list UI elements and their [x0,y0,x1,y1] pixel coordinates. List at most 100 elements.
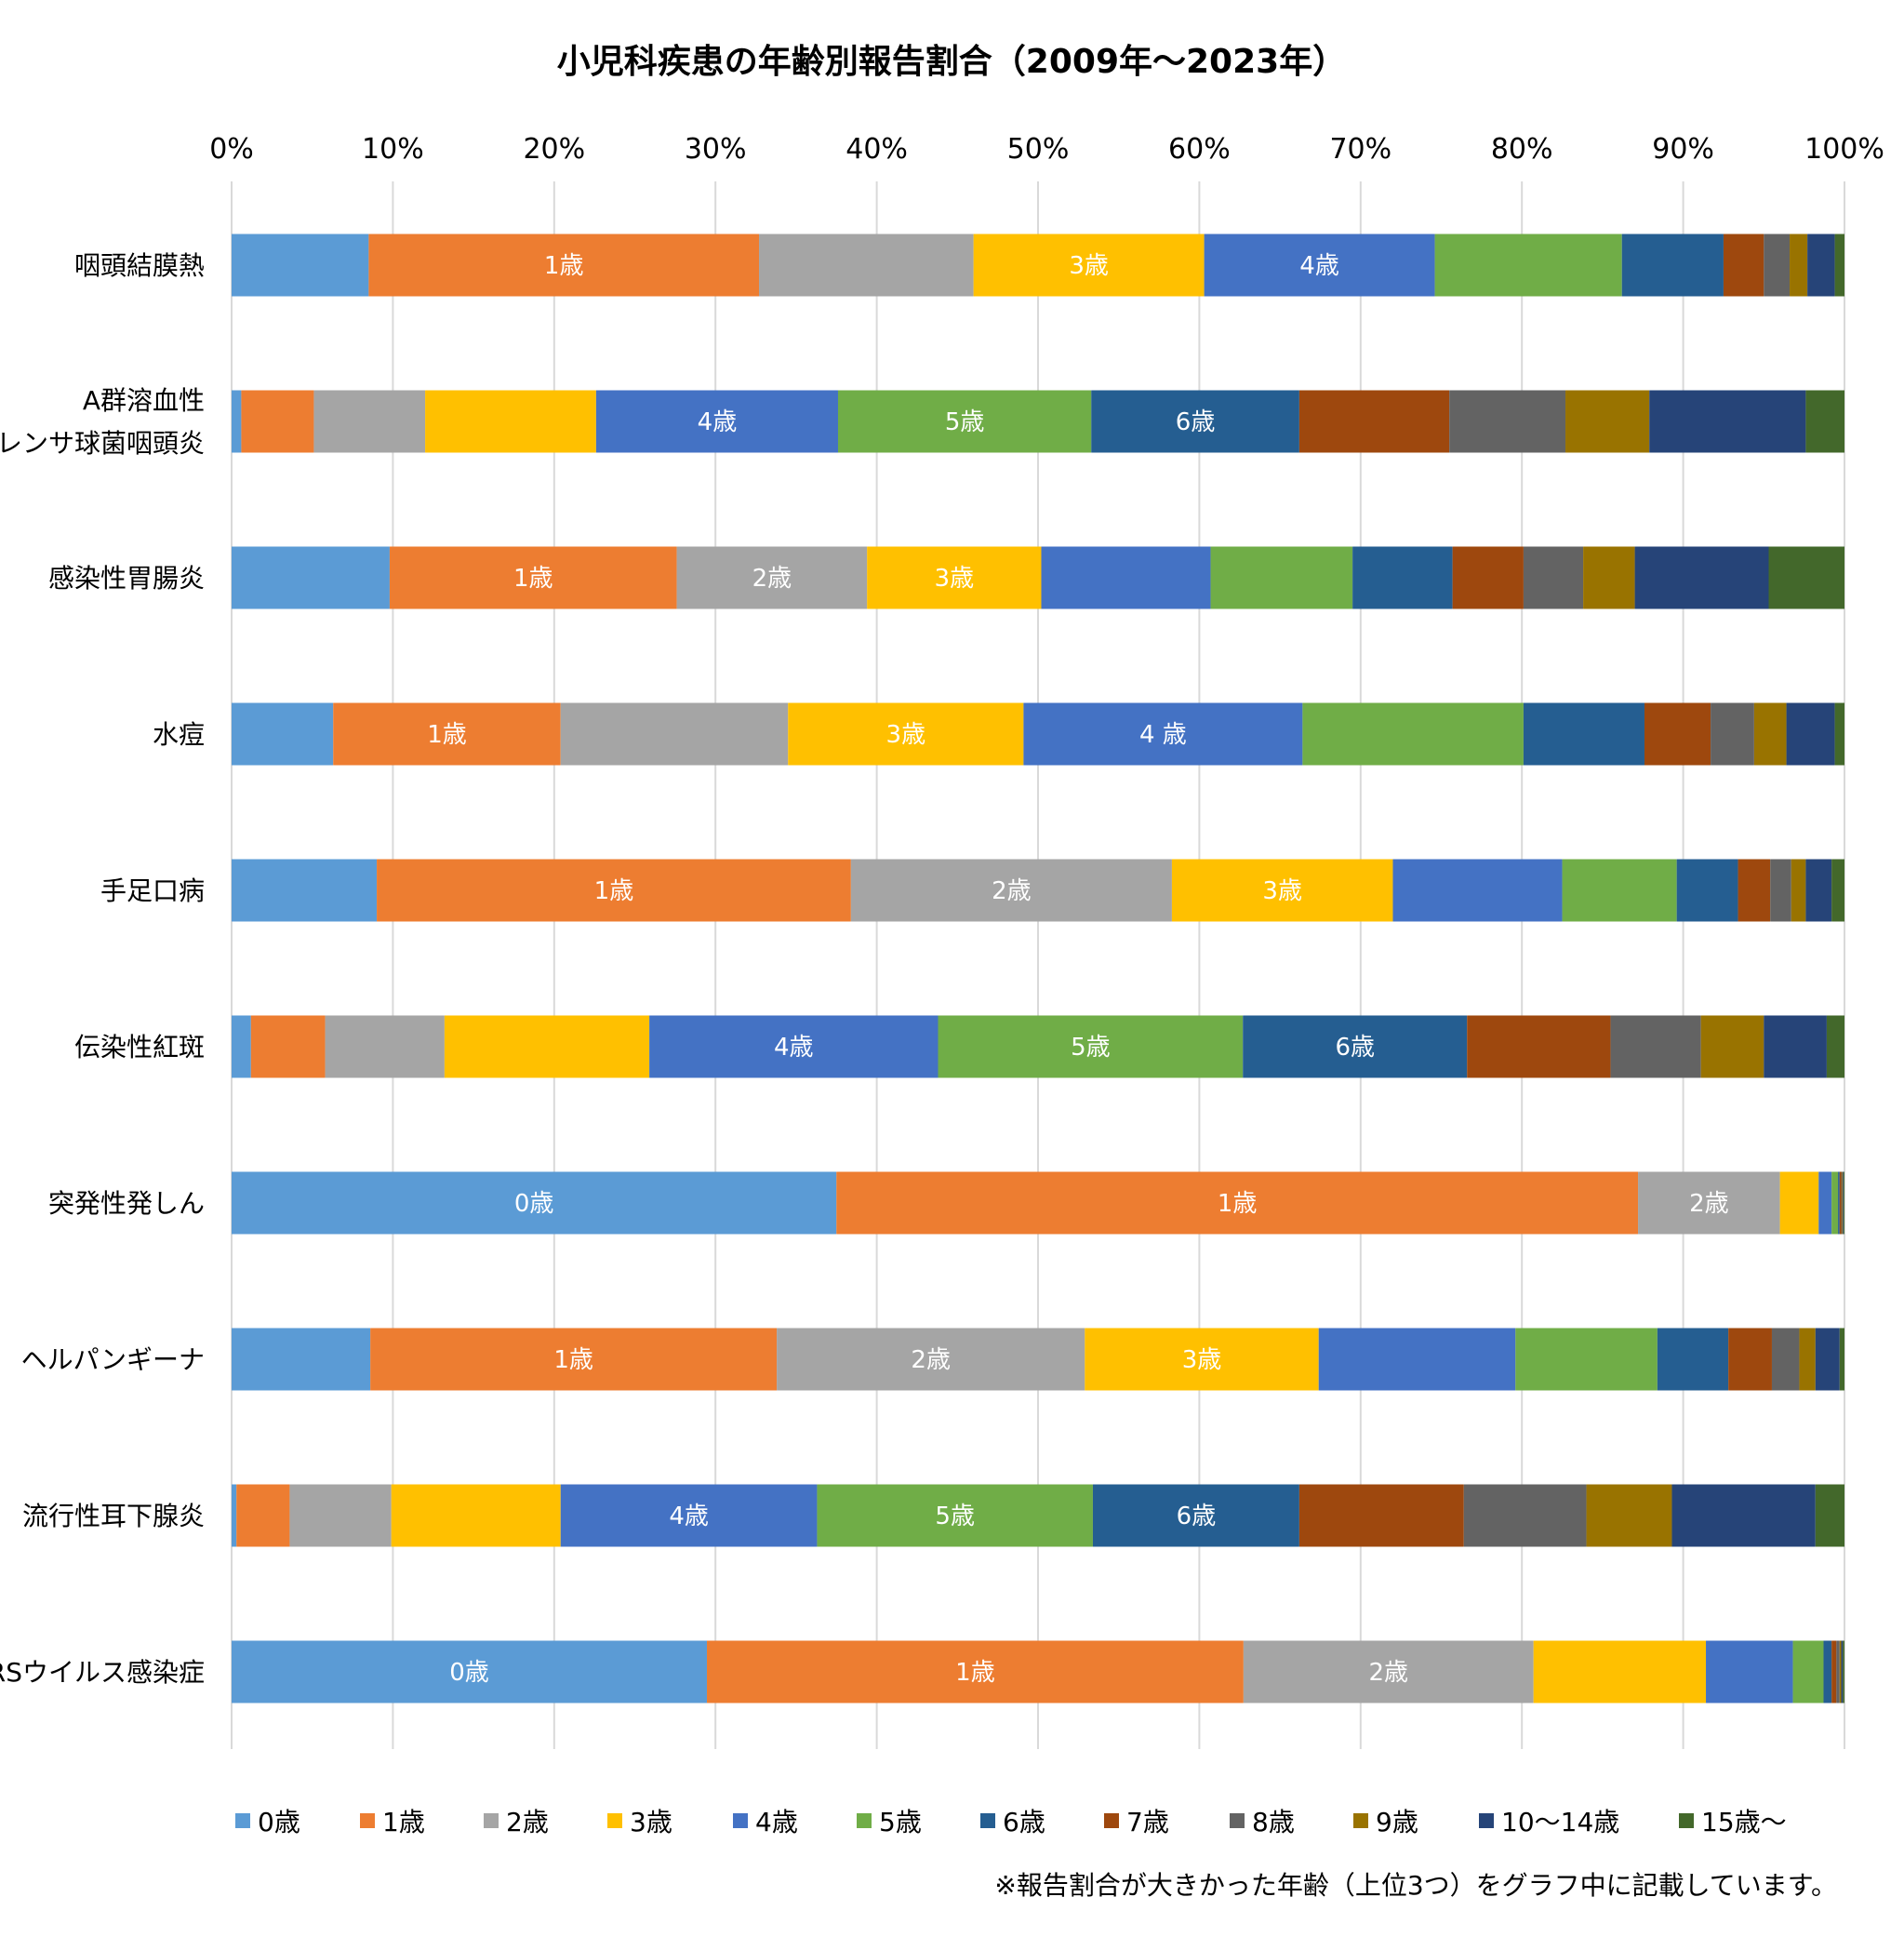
category-label: 手足口病 [100,875,205,906]
legend-label: 0歳 [258,1807,300,1837]
chart-title: 小児科疾患の年齢別報告割合（2009年～2023年） [557,43,1346,81]
legend-item: 3歳 [607,1807,672,1837]
legend-swatch [857,1813,872,1828]
segment-label: 5歳 [945,408,985,436]
bar-segment [1792,1640,1824,1703]
bar-segment [232,546,390,609]
legend-item: 1歳 [360,1807,425,1837]
segment-label: 5歳 [1071,1034,1111,1062]
bar-segment [1791,859,1806,922]
x-tick-label: 90% [1652,133,1714,166]
bar-segment [1092,1484,1299,1547]
segment-label: 4歳 [669,1503,709,1530]
bar-segment [1243,1015,1468,1078]
bar-segment [1841,1171,1843,1235]
legend-swatch [1353,1813,1368,1828]
chart-note: ※報告割合が大きかった年齢（上位3つ）をグラフ中に記載しています。 [994,1870,1837,1901]
bar-segment [817,1484,1093,1547]
bar-segment [777,1328,1085,1391]
legend-item: 0歳 [235,1807,300,1837]
legend-label: 10～14歳 [1501,1807,1619,1837]
legend-item: 2歳 [484,1807,549,1837]
bar-segment [1738,859,1771,922]
segment-label: 1歳 [553,1346,593,1374]
bar-segment [1091,390,1299,453]
segment-label: 3歳 [935,565,975,593]
bar-segment [1764,234,1791,297]
bar-row: 1歳 3歳 4 歳 [232,702,1844,766]
bar-segment [1823,1640,1832,1703]
bar-segment [1711,702,1754,766]
category-label: ヘルパンギーナ [21,1344,205,1375]
bar-segment [1565,390,1650,453]
bar-segment [1818,1171,1832,1235]
bar-segment [1728,1328,1772,1391]
bar-segment [1533,1640,1707,1703]
bar-segment [1562,859,1677,922]
bar-segment [1831,1171,1839,1235]
bar-segment [391,1484,561,1547]
category-label: 伝染性紅斑 [74,1032,205,1062]
bar-row: 4歳 5歳 6歳 [232,1484,1844,1547]
segment-label: 0歳 [514,1190,554,1218]
x-tick-label: 40% [845,133,908,166]
bar-segment [1826,1015,1844,1078]
bar-segment [560,1484,818,1547]
category-label: 感染性胃腸炎 [48,563,205,594]
bar-segment [1815,1484,1844,1547]
segment-label: 1歳 [1218,1190,1258,1218]
segment-label: 4歳 [1299,252,1339,280]
bar-row: 1歳 2歳 3歳 [232,1328,1844,1391]
bar-row: 0歳 1歳 2歳 [232,1640,1844,1703]
bar-segment [1843,1640,1844,1703]
bar-segment [560,702,789,766]
bar-segment [1764,1015,1827,1078]
bar-segment [1610,1015,1701,1078]
bar-segment [1805,390,1844,453]
bar-segment [289,1484,392,1547]
segment-label: 3歳 [1182,1346,1222,1374]
bar-segment [1586,1484,1672,1547]
category-label: 水痘 [153,719,205,750]
bar-segment [325,1015,445,1078]
bar-segment [1753,702,1787,766]
bar-segment [1836,1640,1840,1703]
legend-label: 3歳 [630,1807,672,1837]
bar-segment [232,390,242,453]
bar-segment [232,702,334,766]
bar-segment [368,234,760,297]
x-tick-label: 10% [362,133,424,166]
bar-segment [1085,1328,1319,1391]
category-label: RSウイルス感染症 [0,1657,205,1688]
bar-segment [1243,1640,1534,1703]
bar-row: 1歳 3歳 4歳 [232,234,1844,297]
legend-item: 7歳 [1104,1807,1169,1837]
bar-segment [1768,546,1844,609]
category-label: 流行性耳下腺炎 [22,1501,205,1531]
bar-segment [1523,702,1644,766]
bar-segment [1839,1171,1842,1235]
segment-label: 6歳 [1335,1034,1375,1062]
legend-label: 6歳 [1003,1807,1045,1837]
bar-row: 1歳 2歳 3歳 [232,859,1844,922]
bar-segment [1023,702,1303,766]
legend-label: 8歳 [1252,1807,1295,1837]
bar-segment [1318,1328,1516,1391]
bar-segment [333,702,561,766]
bar-segment [241,390,314,453]
legend-swatch [360,1813,375,1828]
x-axis-ticks: 0% 10% 20% 30% 40% 50% 60% 70% 80% 90% 100% [209,133,1884,166]
legend-item: 8歳 [1230,1807,1295,1837]
bar-segment [1392,859,1563,922]
bar-segment [1831,1640,1837,1703]
bar-segment [370,1328,778,1391]
legend-swatch [733,1813,748,1828]
segment-label: 0歳 [449,1659,489,1687]
legend-label: 9歳 [1376,1807,1418,1837]
legend-label: 1歳 [382,1807,425,1837]
bar-segment [1302,702,1524,766]
legend-swatch [1679,1813,1694,1828]
segment-label: 1歳 [594,877,634,905]
